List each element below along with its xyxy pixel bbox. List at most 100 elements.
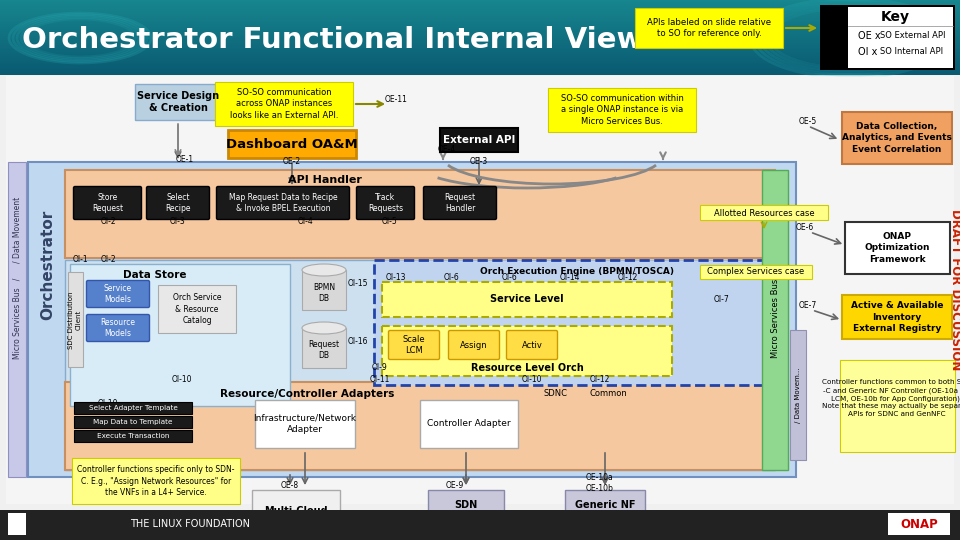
Text: OE-11: OE-11 (385, 96, 407, 105)
Bar (68, 272, 83, 367)
Text: OI-10: OI-10 (98, 400, 118, 408)
Bar (0, 48, 960, 49)
Text: OE-9: OE-9 (445, 482, 464, 490)
Bar (0, 42, 960, 43)
Bar (0, 68, 960, 69)
Bar (74, 416, 192, 428)
Bar (0, 49, 960, 50)
Bar (0, 4, 960, 5)
Text: Service
Models: Service Models (104, 284, 132, 304)
FancyBboxPatch shape (423, 186, 496, 219)
Text: Dashboard OA&M: Dashboard OA&M (227, 138, 358, 151)
Bar (65, 260, 775, 470)
Text: OI x: OI x (858, 47, 877, 57)
Text: Map Request Data to Recipe
& Invoke BPEL Execution: Map Request Data to Recipe & Invoke BPEL… (228, 193, 337, 213)
Text: Active & Available
Inventory
External Registry: Active & Available Inventory External Re… (851, 301, 944, 333)
Bar (0, 2, 960, 3)
Text: OI-10: OI-10 (172, 375, 192, 384)
Bar (0, 57, 960, 58)
Bar (840, 360, 955, 452)
Bar (0, 34, 960, 35)
Bar (302, 328, 346, 368)
Bar (0, 51, 960, 52)
Bar (72, 458, 240, 504)
FancyBboxPatch shape (74, 186, 141, 219)
Bar (762, 170, 788, 470)
Text: Resource Level Orch: Resource Level Orch (470, 363, 584, 373)
Text: / Data Movement: / Data Movement (12, 197, 21, 263)
Bar (0, 28, 960, 29)
Text: / Data Movem...: / Data Movem... (795, 367, 801, 423)
Bar (0, 73, 960, 74)
Bar (0, 56, 960, 57)
Bar (0, 43, 960, 44)
Bar (0, 23, 960, 24)
Text: Multi-Cloud: Multi-Cloud (264, 506, 327, 516)
Bar (0, 0, 960, 1)
Bar (0, 36, 960, 37)
Bar (0, 59, 960, 60)
Text: OI-15: OI-15 (348, 279, 369, 287)
Text: Orch Service
& Resource
Catalog: Orch Service & Resource Catalog (173, 293, 221, 325)
Bar (0, 67, 960, 68)
Bar (842, 295, 952, 339)
Bar (0, 74, 960, 75)
Bar (0, 70, 960, 71)
Bar (0, 69, 960, 70)
Bar (158, 285, 236, 333)
Bar (0, 32, 960, 33)
Text: 2: 2 (941, 517, 950, 530)
Bar (0, 55, 960, 56)
Bar (0, 41, 960, 42)
Bar (0, 17, 960, 18)
Text: Resource
Models: Resource Models (101, 318, 135, 338)
Text: OI-7: OI-7 (714, 295, 730, 305)
Text: OI-10: OI-10 (521, 375, 542, 384)
Bar (0, 71, 960, 72)
Text: Generic NF
Controller: Generic NF Controller (575, 500, 636, 522)
Text: OE-10a
OE-10b: OE-10a OE-10b (586, 473, 614, 493)
Bar (0, 62, 960, 63)
Bar (255, 400, 355, 448)
Bar (228, 130, 356, 158)
Bar (0, 53, 960, 54)
Text: OI-3: OI-3 (170, 218, 186, 226)
Text: Allotted Resources case: Allotted Resources case (713, 208, 814, 218)
Text: Service Design
& Creation: Service Design & Creation (137, 91, 219, 113)
Bar (0, 60, 960, 61)
Text: Execute Transaction: Execute Transaction (97, 433, 169, 439)
Bar (0, 58, 960, 59)
Bar (0, 13, 960, 14)
Bar (0, 52, 960, 53)
Text: OE-1: OE-1 (176, 156, 194, 165)
Text: Select
Recipe: Select Recipe (165, 193, 191, 213)
Bar (0, 24, 960, 25)
Text: Orch Execution Engine (BPMN/TOSCA): Orch Execution Engine (BPMN/TOSCA) (480, 267, 674, 276)
Text: Assign: Assign (460, 341, 488, 349)
Bar (252, 490, 340, 532)
Bar (0, 25, 960, 26)
Text: Scale
LCM: Scale LCM (402, 335, 425, 355)
Text: Common: Common (589, 388, 627, 397)
Bar (0, 38, 960, 39)
Text: Resource/Controller Adapters: Resource/Controller Adapters (220, 389, 395, 399)
FancyBboxPatch shape (147, 186, 209, 219)
FancyBboxPatch shape (448, 330, 499, 360)
Text: OE-3: OE-3 (469, 158, 488, 166)
Text: OI-2: OI-2 (100, 218, 116, 226)
Bar (0, 47, 960, 48)
FancyBboxPatch shape (507, 330, 558, 360)
Text: OI-12: OI-12 (618, 273, 638, 282)
Bar (0, 7, 960, 8)
Text: SO-SO communication within
a single ONAP instance is via
Micro Services Bus.: SO-SO communication within a single ONAP… (561, 94, 684, 126)
Text: OE-8: OE-8 (281, 482, 300, 490)
Text: Activ: Activ (521, 341, 542, 349)
Bar (0, 61, 960, 62)
Bar (65, 170, 775, 258)
Text: BPMN
DB: BPMN DB (313, 283, 335, 303)
Bar (0, 1, 960, 2)
Text: DRAFT FOR DISCUSSION: DRAFT FOR DISCUSSION (949, 210, 960, 370)
FancyBboxPatch shape (86, 314, 150, 341)
Bar (0, 66, 960, 67)
Text: OE-4: OE-4 (438, 145, 456, 154)
